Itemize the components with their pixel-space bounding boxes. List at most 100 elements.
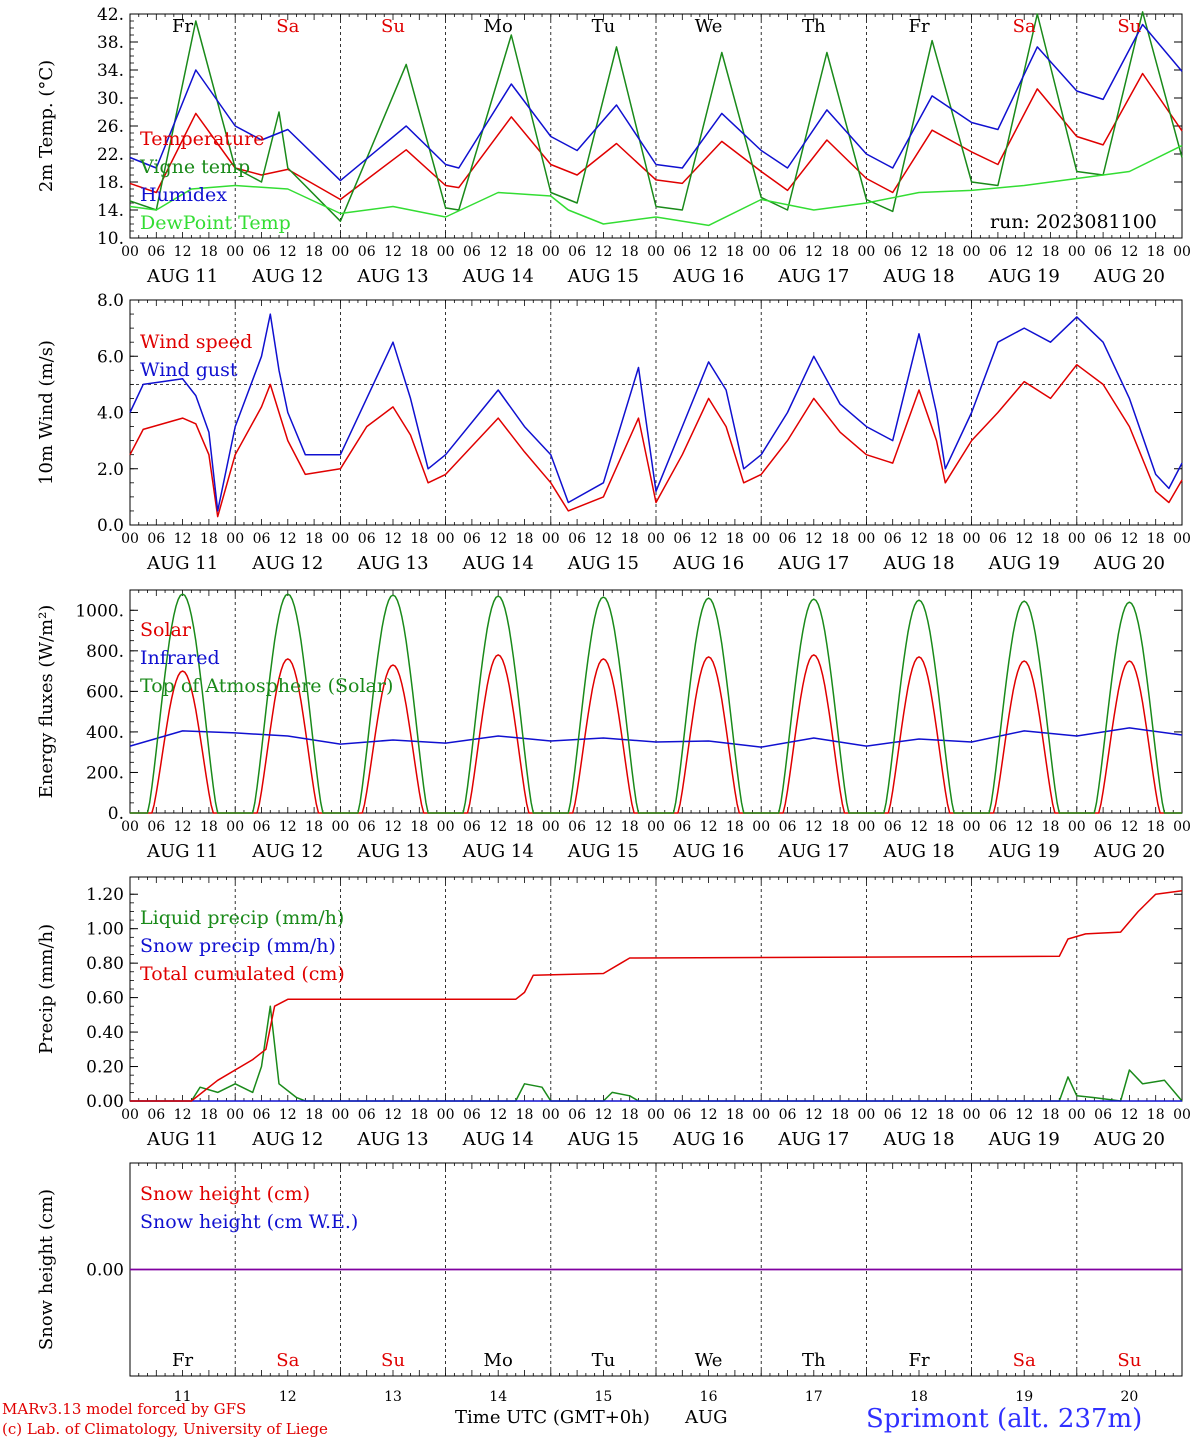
series-line-wind-speed (129, 363, 1183, 518)
date-label: AUG 13 (356, 266, 428, 287)
y-axis-title: Precip (mm/h) (36, 924, 57, 1054)
hour-tick-label: 18 (831, 531, 849, 547)
y-axis-title: 2m Temp. (°C) (36, 60, 57, 192)
y-tick-label: 1.00 (86, 920, 124, 940)
hour-tick-label: 00 (1068, 244, 1086, 260)
date-label: AUG 12 (251, 841, 323, 862)
hour-tick-label: 18 (1042, 244, 1060, 260)
hour-tick-label: 00 (1068, 1107, 1086, 1123)
hour-tick-label: 18 (516, 244, 534, 260)
hour-tick-label: 00 (857, 819, 875, 835)
hour-tick-label: 18 (621, 531, 639, 547)
hour-tick-label: 06 (463, 819, 481, 835)
date-label: AUG 13 (356, 1129, 428, 1150)
hour-tick-label: 12 (594, 531, 612, 547)
hour-tick-label: 12 (1015, 244, 1033, 260)
hour-tick-label: 18 (726, 819, 744, 835)
y-axis-title: Snow height (cm) (36, 1189, 57, 1350)
hour-tick-label: 18 (305, 819, 323, 835)
panel-4: 0.00 0.20 0.40 0.60 0.80 1.00 1.20 00 06 12 18 00 06… (36, 876, 1191, 1150)
hour-tick-label: 00 (542, 244, 560, 260)
y-tick-label: 38. (97, 33, 124, 53)
hour-tick-label: 00 (331, 819, 349, 835)
day-of-week-label: Fr (172, 1350, 193, 1371)
hour-tick-label: 06 (779, 531, 797, 547)
panel-2: 0.0 2.0 4.0 6.0 8.0 00 06 12 18 00 06 12 18 00 06 12 18 0… (36, 291, 1191, 574)
hour-tick-label: 06 (779, 1107, 797, 1123)
date-label: AUG 19 (988, 553, 1060, 574)
y-tick-label: 0.80 (86, 954, 124, 974)
date-label: AUG 15 (567, 1129, 639, 1150)
hour-tick-label: 00 (121, 244, 139, 260)
series-line-temperature (129, 72, 1183, 201)
hour-tick-label: 12 (1120, 819, 1138, 835)
date-label: AUG 14 (462, 266, 534, 287)
day-of-week-label: We (695, 16, 723, 37)
hour-tick-label: 00 (752, 244, 770, 260)
hour-tick-label: 06 (568, 1107, 586, 1123)
hour-tick-label: 06 (673, 244, 691, 260)
hour-tick-label: 12 (1015, 531, 1033, 547)
hour-tick-label: 12 (384, 1107, 402, 1123)
hour-tick-label: 00 (857, 1107, 875, 1123)
y-tick-label: 18. (97, 173, 124, 193)
hour-tick-label: 12 (910, 1107, 928, 1123)
hour-tick-label: 06 (779, 244, 797, 260)
y-tick-label: 800. (86, 642, 124, 662)
hour-tick-label: 00 (647, 531, 665, 547)
hour-tick-label: 18 (1042, 1107, 1060, 1123)
hour-tick-label: 00 (1068, 819, 1086, 835)
hour-tick-label: 18 (200, 819, 218, 835)
date-label: AUG 15 (567, 553, 639, 574)
hour-tick-label: 18 (621, 244, 639, 260)
date-label: AUG 11 (146, 1129, 218, 1150)
hour-tick-label: 18 (726, 244, 744, 260)
hour-tick-label: 06 (568, 819, 586, 835)
hour-tick-label: 00 (1068, 531, 1086, 547)
day-number-label: 14 (489, 1389, 507, 1405)
panel-3: 0. 200. 400. 600. 800. 1000. 00 06 12 18 00 06 12 18 0… (36, 589, 1191, 862)
hour-tick-label: 18 (1147, 531, 1165, 547)
day-number-label: 16 (700, 1389, 718, 1405)
hour-tick-label: 18 (305, 531, 323, 547)
panel-1: 10. 14. 18. 22. 26. 30. 34. 38. 42. 00 06 12 18 00 06 1… (36, 5, 1191, 287)
hour-tick-label: 06 (253, 244, 271, 260)
hour-tick-label: 12 (700, 244, 718, 260)
legend-entry: Wind gust (140, 359, 238, 381)
y-tick-label: 34. (97, 61, 124, 81)
hour-tick-label: 12 (700, 819, 718, 835)
date-label: AUG 20 (1093, 266, 1165, 287)
hour-tick-label: 00 (647, 244, 665, 260)
hour-tick-label: 06 (1094, 1107, 1112, 1123)
hour-tick-label: 00 (647, 1107, 665, 1123)
day-of-week-label: Mo (484, 1350, 513, 1371)
series-line-wind-gust (129, 313, 1183, 512)
day-number-label: 19 (1015, 1389, 1033, 1405)
hour-tick-label: 12 (594, 244, 612, 260)
hour-tick-label: 12 (174, 1107, 192, 1123)
hour-tick-label: 00 (226, 819, 244, 835)
day-of-week-label: We (695, 1350, 723, 1371)
hour-tick-label: 00 (542, 819, 560, 835)
legend-entry: Infrared (140, 647, 220, 669)
day-of-week-label: Su (1117, 16, 1141, 37)
hour-tick-label: 12 (1015, 819, 1033, 835)
hour-tick-label: 18 (1042, 819, 1060, 835)
hour-tick-label: 12 (174, 244, 192, 260)
date-label: AUG 18 (882, 1129, 954, 1150)
day-of-week-label: Su (1117, 1350, 1141, 1371)
hour-tick-label: 18 (305, 1107, 323, 1123)
y-tick-label: 600. (86, 682, 124, 702)
hour-tick-label: 00 (963, 531, 981, 547)
hour-tick-label: 00 (1173, 531, 1191, 547)
series-line-top-of-atmosphere-solar- (130, 593, 1182, 814)
hour-tick-label: 06 (884, 1107, 902, 1123)
hour-tick-label: 12 (174, 819, 192, 835)
hour-tick-label: 06 (463, 1107, 481, 1123)
hour-tick-label: 12 (279, 1107, 297, 1123)
hour-tick-label: 00 (437, 819, 455, 835)
day-of-week-label: Fr (908, 16, 929, 37)
hour-tick-label: 12 (279, 244, 297, 260)
y-tick-label: 42. (97, 5, 124, 25)
